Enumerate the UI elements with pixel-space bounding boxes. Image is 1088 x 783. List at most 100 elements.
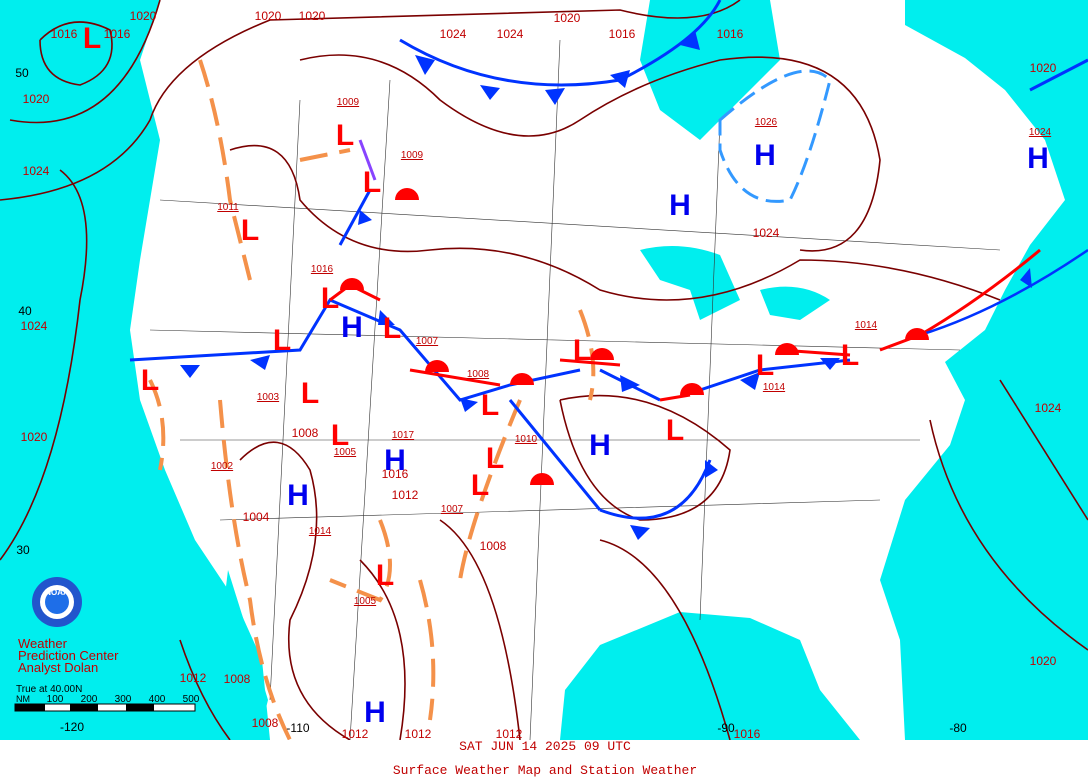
isobar-label: 1020 bbox=[299, 9, 326, 23]
isobar-label: 1024 bbox=[1035, 401, 1062, 415]
low-center: L bbox=[336, 119, 354, 152]
isobar-label: 1020 bbox=[554, 11, 581, 25]
center-pressure: 1014 bbox=[855, 320, 878, 331]
center-pressure: 1011 bbox=[217, 202, 239, 213]
isobar-label: 1008 bbox=[292, 426, 319, 440]
noaa-logo bbox=[32, 577, 82, 627]
center-pressure: 1024 bbox=[1029, 127, 1052, 138]
isobar-label: 1008 bbox=[224, 672, 251, 686]
isobar-label: 1020 bbox=[21, 430, 48, 444]
credit: Weather bbox=[18, 636, 68, 651]
high-center: H bbox=[384, 444, 406, 477]
isobar-label: 1020 bbox=[130, 9, 157, 23]
isobar-label: 1016 bbox=[51, 27, 78, 41]
center-pressure: 1002 bbox=[211, 461, 234, 472]
footer-title: SAT JUN 14 2025 09 UTC bbox=[459, 739, 631, 754]
isobar-label: 1024 bbox=[21, 319, 48, 333]
low-center: L bbox=[573, 334, 591, 367]
isobar-label: 1012 bbox=[496, 727, 523, 741]
high-center: H bbox=[364, 696, 386, 729]
center-pressure: 1007 bbox=[416, 336, 439, 347]
center-pressure: 1007 bbox=[441, 504, 464, 515]
low-center: L bbox=[273, 324, 291, 357]
low-center: L bbox=[301, 377, 319, 410]
center-pressure: 1017 bbox=[392, 430, 415, 441]
baja bbox=[222, 570, 268, 740]
low-center: L bbox=[383, 312, 401, 345]
isobar-label: 1008 bbox=[252, 716, 279, 730]
high-center: H bbox=[589, 429, 611, 462]
scale-tick: 300 bbox=[115, 694, 132, 705]
footer bbox=[0, 740, 1088, 783]
longitude-label: -80 bbox=[949, 721, 967, 735]
scale-tick: 400 bbox=[149, 694, 166, 705]
isobar-label: 1016 bbox=[382, 467, 409, 481]
low-center: L bbox=[376, 559, 394, 592]
low-center: L bbox=[486, 442, 504, 475]
isobar-label: 1016 bbox=[104, 27, 131, 41]
center-pressure: 1005 bbox=[354, 596, 377, 607]
low-center: L bbox=[756, 349, 774, 382]
center-pressure: 1014 bbox=[309, 526, 332, 537]
center-pressure: 1016 bbox=[311, 264, 334, 275]
longitude-label: -120 bbox=[60, 720, 84, 734]
isobar-label: 1024 bbox=[753, 226, 780, 240]
low-center: L bbox=[83, 22, 101, 55]
isobar-label: 1008 bbox=[480, 539, 507, 553]
high-center: H bbox=[1027, 142, 1049, 175]
low-center: L bbox=[481, 389, 499, 422]
scale-caption: True at 40.00N bbox=[16, 684, 82, 695]
high-center: H bbox=[754, 139, 776, 172]
state-borders bbox=[149, 39, 1001, 741]
scale-units: NM bbox=[16, 694, 30, 704]
scale-tick: 100 bbox=[47, 694, 64, 705]
latitude-label: 40 bbox=[18, 304, 32, 318]
center-pressure: 1010 bbox=[515, 434, 538, 445]
low-center: L bbox=[471, 469, 489, 502]
isobar-label: 1024 bbox=[23, 164, 50, 178]
isobars bbox=[0, 0, 1088, 741]
high-center: H bbox=[669, 189, 691, 222]
center-pressure: 1009 bbox=[401, 150, 424, 161]
low-center: L bbox=[363, 166, 381, 199]
credit: Prediction Center bbox=[18, 648, 119, 663]
low-center: L bbox=[331, 419, 349, 452]
scale-tick: 500 bbox=[183, 694, 200, 705]
high-center: H bbox=[287, 479, 309, 512]
isobar-label: 1012 bbox=[180, 671, 207, 685]
isobar-label: 1012 bbox=[342, 727, 369, 741]
isobar-label: 1020 bbox=[255, 9, 282, 23]
latitude-label: 30 bbox=[16, 543, 30, 557]
footer-subtitle: Surface Weather Map and Station Weather bbox=[393, 763, 697, 778]
noaa-logo-text: NOAA bbox=[45, 588, 69, 597]
isobar-label: 1020 bbox=[1030, 654, 1057, 668]
land bbox=[130, 0, 1065, 740]
latitude-label: 50 bbox=[15, 66, 29, 80]
high-center: H bbox=[341, 311, 363, 344]
isobar-label: 1020 bbox=[1030, 61, 1057, 75]
low-center: L bbox=[321, 282, 339, 315]
isobar-label: 1012 bbox=[405, 727, 432, 741]
low-center: L bbox=[141, 364, 159, 397]
low-center: L bbox=[841, 339, 859, 372]
isobar-label: 1012 bbox=[392, 488, 419, 502]
scale-tick: 200 bbox=[81, 694, 98, 705]
center-pressure: 1008 bbox=[467, 369, 490, 380]
center-pressure: 1005 bbox=[334, 447, 357, 458]
longitude-label: -90 bbox=[717, 721, 735, 735]
isobar-label: 1020 bbox=[23, 92, 50, 106]
center-pressure: 1014 bbox=[763, 382, 786, 393]
low-center: L bbox=[241, 214, 259, 247]
isobar-label: 1024 bbox=[440, 27, 467, 41]
isobar-label: 1024 bbox=[497, 27, 524, 41]
great-lakes bbox=[640, 246, 830, 320]
isobar-label: 1016 bbox=[609, 27, 636, 41]
low-center: L bbox=[666, 414, 684, 447]
isobar-label: 1016 bbox=[717, 27, 744, 41]
isobar-label: 1016 bbox=[734, 727, 761, 741]
longitude-label: -110 bbox=[286, 721, 309, 735]
scale-bar bbox=[14, 703, 196, 712]
center-pressure: 1009 bbox=[337, 97, 360, 108]
isobar-label: 1004 bbox=[243, 510, 270, 524]
center-pressure: 1003 bbox=[257, 392, 280, 403]
